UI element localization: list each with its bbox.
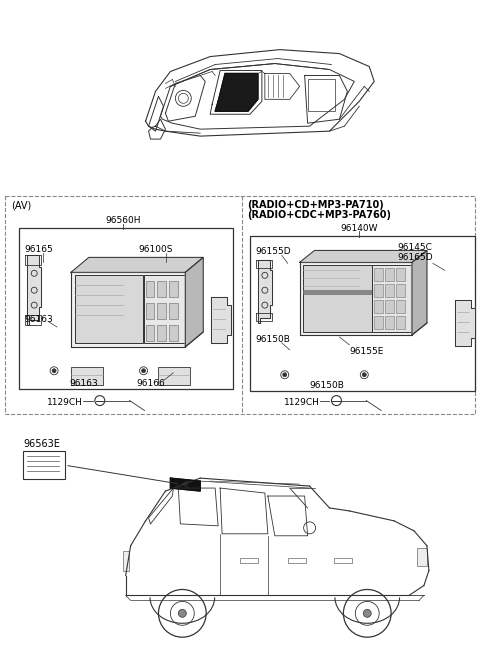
Bar bbox=[300, 263, 412, 335]
Text: (AV): (AV) bbox=[12, 200, 32, 211]
Bar bbox=[169, 303, 179, 319]
Text: 1129CH: 1129CH bbox=[47, 398, 83, 407]
Text: (RADIO+CD+MP3-PA710): (RADIO+CD+MP3-PA710) bbox=[247, 200, 384, 210]
Bar bbox=[372, 265, 412, 332]
Bar bbox=[157, 281, 167, 297]
Bar bbox=[385, 284, 394, 297]
Bar bbox=[144, 275, 185, 343]
Bar bbox=[5, 196, 475, 415]
Polygon shape bbox=[258, 261, 272, 323]
Circle shape bbox=[142, 369, 145, 373]
Bar bbox=[335, 557, 352, 563]
Polygon shape bbox=[412, 250, 427, 335]
Bar bbox=[374, 284, 383, 297]
Bar bbox=[302, 265, 372, 332]
Text: 96560H: 96560H bbox=[105, 215, 141, 225]
Bar bbox=[145, 281, 155, 297]
Bar bbox=[75, 275, 143, 343]
Polygon shape bbox=[211, 297, 231, 343]
Text: 96163: 96163 bbox=[24, 315, 53, 324]
Text: 96563E: 96563E bbox=[23, 440, 60, 449]
Text: 96165D: 96165D bbox=[397, 253, 432, 263]
Bar bbox=[240, 557, 258, 563]
Bar bbox=[169, 281, 179, 297]
Circle shape bbox=[362, 373, 366, 377]
Bar bbox=[123, 551, 129, 571]
Bar bbox=[71, 367, 103, 384]
Bar bbox=[308, 79, 336, 111]
Text: (RADIO+CDC+MP3-PA760): (RADIO+CDC+MP3-PA760) bbox=[247, 210, 391, 219]
Bar bbox=[385, 300, 394, 313]
Bar bbox=[396, 269, 405, 281]
Text: 96155E: 96155E bbox=[349, 347, 384, 356]
Bar bbox=[396, 300, 405, 313]
Bar bbox=[302, 290, 372, 294]
Bar bbox=[145, 303, 155, 319]
Text: 96166: 96166 bbox=[137, 379, 165, 388]
Polygon shape bbox=[71, 257, 203, 272]
Text: 96150B: 96150B bbox=[255, 335, 290, 344]
Bar bbox=[169, 325, 179, 341]
Bar bbox=[374, 269, 383, 281]
Circle shape bbox=[52, 369, 56, 373]
Bar bbox=[288, 557, 306, 563]
Polygon shape bbox=[27, 255, 41, 325]
Bar bbox=[157, 303, 167, 319]
Bar bbox=[374, 316, 383, 329]
Bar bbox=[396, 284, 405, 297]
Bar bbox=[145, 325, 155, 341]
Text: 96165: 96165 bbox=[24, 246, 53, 255]
Bar bbox=[385, 269, 394, 281]
Bar bbox=[158, 367, 190, 384]
Text: 96150B: 96150B bbox=[310, 381, 345, 390]
Text: 96100S: 96100S bbox=[139, 246, 173, 255]
Circle shape bbox=[179, 609, 186, 617]
Text: 96140W: 96140W bbox=[340, 223, 378, 233]
Bar bbox=[417, 548, 427, 566]
Bar bbox=[396, 316, 405, 329]
Bar bbox=[250, 236, 475, 390]
Text: 96145C: 96145C bbox=[397, 244, 432, 252]
Bar bbox=[385, 316, 394, 329]
Bar bbox=[374, 300, 383, 313]
Polygon shape bbox=[185, 257, 203, 347]
Bar bbox=[157, 325, 167, 341]
Bar bbox=[23, 451, 65, 479]
Bar bbox=[71, 272, 185, 347]
Circle shape bbox=[363, 609, 371, 617]
Polygon shape bbox=[170, 478, 200, 491]
Circle shape bbox=[283, 373, 287, 377]
Polygon shape bbox=[215, 73, 258, 111]
Text: 1129CH: 1129CH bbox=[284, 398, 320, 407]
Bar bbox=[19, 227, 233, 388]
Text: 96163: 96163 bbox=[69, 379, 98, 388]
Text: 96155D: 96155D bbox=[255, 248, 290, 257]
Polygon shape bbox=[300, 250, 427, 263]
Polygon shape bbox=[455, 300, 475, 346]
